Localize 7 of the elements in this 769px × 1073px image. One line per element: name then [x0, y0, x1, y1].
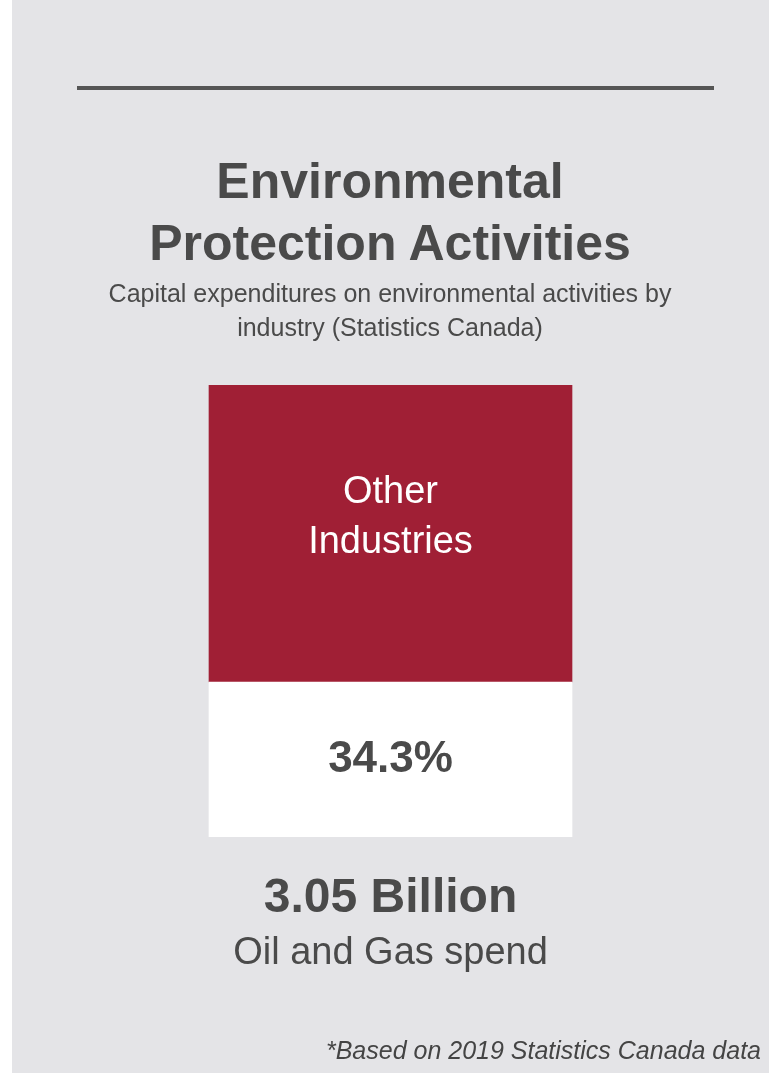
series-label: Other Industries: [308, 469, 473, 562]
text: 3.05 Billion: [262, 868, 519, 923]
data-label: 34.3%: [328, 731, 453, 781]
text: *Based on 2019 Statistics Canada data: [325, 1036, 761, 1065]
text: Oil and Gas spend: [232, 930, 549, 973]
chart-title: Environmental Protection Activities: [148, 152, 632, 273]
chart-subtitle: Capital expenditures on environmental activities by industry (Statistics Canada): [107, 278, 673, 343]
